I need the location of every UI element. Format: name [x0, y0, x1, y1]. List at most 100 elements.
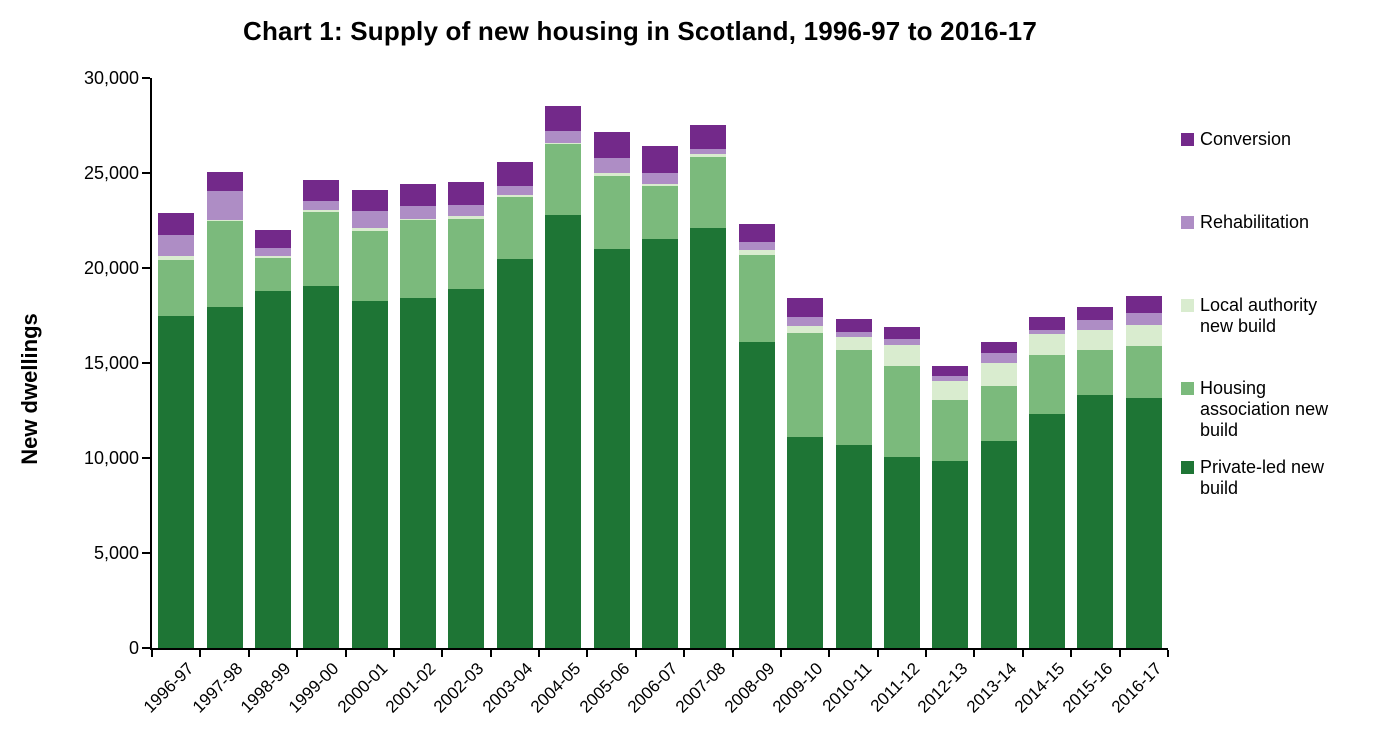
y-tick-mark — [142, 457, 150, 459]
bar-segment-local-authority-new-build — [787, 326, 824, 333]
bar-segment-housing-association-new-build — [303, 212, 340, 286]
y-tick-label: 15,000 — [83, 353, 139, 373]
legend-item-conversion: Conversion — [1181, 129, 1345, 150]
x-tick-mark — [538, 650, 541, 657]
y-tick-label: 25,000 — [83, 163, 139, 183]
bar-segment-local-authority-new-build — [593, 173, 630, 176]
bar-segment-rehabilitation — [303, 201, 340, 210]
bar-segment-local-authority-new-build — [448, 216, 485, 219]
bar-segment-housing-association-new-build — [690, 157, 727, 228]
bar-segment-rehabilitation — [932, 376, 969, 381]
bar-segment-conversion — [1029, 317, 1066, 330]
x-tick-mark — [296, 650, 299, 657]
y-tick-label: 10,000 — [83, 448, 139, 468]
bar-segment-local-authority-new-build — [303, 210, 340, 212]
bar-segment-rehabilitation — [642, 173, 678, 184]
bar-segment-housing-association-new-build — [835, 350, 872, 445]
bar-segment-local-authority-new-build — [400, 219, 437, 220]
bar-segment-rehabilitation — [1077, 320, 1114, 330]
bar-segment-rehabilitation — [400, 206, 437, 219]
legend-swatch-icon — [1181, 133, 1194, 146]
bar-segment-local-authority-new-build — [158, 256, 195, 260]
bar-segment-conversion — [883, 327, 920, 339]
bar-2016-17 — [1125, 296, 1162, 648]
bar-segment-private-led-new-build — [1077, 395, 1114, 648]
bar-segment-local-authority-new-build — [254, 256, 291, 258]
bar-segment-local-authority-new-build — [883, 345, 920, 366]
bar-segment-local-authority-new-build — [835, 337, 872, 350]
bar-segment-conversion — [1077, 307, 1114, 320]
bar-2014-15 — [1029, 317, 1066, 648]
bar-segment-conversion — [351, 190, 388, 211]
bar-segment-private-led-new-build — [932, 461, 969, 648]
bar-2002-03 — [448, 182, 485, 648]
bar-segment-housing-association-new-build — [400, 220, 437, 298]
bar-segment-local-authority-new-build — [496, 195, 533, 197]
bar-segment-local-authority-new-build — [351, 228, 388, 231]
bar-segment-local-authority-new-build — [1077, 330, 1114, 350]
bar-segment-housing-association-new-build — [254, 258, 291, 291]
bar-segment-conversion — [448, 182, 485, 205]
bar-1999-00 — [303, 180, 340, 648]
bar-segment-housing-association-new-build — [158, 260, 195, 316]
bar-segment-conversion — [303, 180, 340, 201]
y-tick-mark — [142, 267, 150, 269]
bar-segment-private-led-new-build — [642, 239, 678, 648]
bar-segment-conversion — [738, 224, 775, 242]
y-tick-mark — [142, 647, 150, 649]
x-tick-mark — [199, 650, 202, 657]
y-tick-label: 5,000 — [93, 543, 139, 563]
bar-segment-housing-association-new-build — [545, 144, 582, 215]
bar-segment-local-authority-new-build — [980, 363, 1017, 386]
y-tick-mark — [142, 552, 150, 554]
legend-label: Local authority new build — [1200, 295, 1318, 336]
bar-segment-private-led-new-build — [545, 215, 582, 648]
legend-swatch-icon — [1181, 299, 1194, 312]
bar-2008-09 — [738, 224, 775, 648]
bar-segment-conversion — [980, 342, 1017, 353]
bar-segment-private-led-new-build — [1125, 398, 1162, 648]
bar-2011-12 — [883, 327, 920, 648]
bar-segment-rehabilitation — [351, 211, 388, 228]
bar-segment-rehabilitation — [496, 186, 533, 195]
y-tick-label: 0 — [128, 638, 139, 658]
bar-segment-rehabilitation — [1125, 313, 1162, 325]
bar-segment-conversion — [1125, 296, 1162, 313]
legend-swatch-icon — [1181, 382, 1194, 395]
bar-segment-private-led-new-build — [883, 457, 920, 648]
bar-segment-rehabilitation — [787, 317, 824, 326]
bar-2013-14 — [980, 342, 1017, 648]
bar-segment-housing-association-new-build — [883, 366, 920, 457]
bar-segment-private-led-new-build — [690, 228, 727, 648]
bar-segment-housing-association-new-build — [642, 186, 678, 239]
legend-label: Rehabilitation — [1200, 212, 1310, 232]
x-tick-mark — [586, 650, 589, 657]
bar-1997-98 — [206, 172, 243, 648]
bar-segment-conversion — [690, 125, 727, 149]
bar-segment-local-authority-new-build — [738, 250, 775, 255]
x-tick-mark — [247, 650, 250, 657]
x-tick-mark — [683, 650, 686, 657]
x-tick-mark — [441, 650, 444, 657]
legend-label: Housing association new build — [1200, 378, 1329, 440]
x-tick-mark — [925, 650, 928, 657]
y-tick-mark — [142, 362, 150, 364]
bar-segment-local-authority-new-build — [545, 143, 582, 144]
y-tick-mark — [142, 77, 150, 79]
bar-segment-housing-association-new-build — [787, 333, 824, 437]
legend-item-private-led-new-build: Private-led new build — [1181, 457, 1345, 499]
bar-2010-11 — [835, 319, 872, 648]
bar-segment-rehabilitation — [738, 242, 775, 250]
bar-2003-04 — [496, 162, 533, 648]
x-tick-mark — [1167, 650, 1169, 657]
bar-segment-local-authority-new-build — [206, 220, 243, 221]
bar-segment-private-led-new-build — [158, 316, 195, 648]
x-tick-mark — [731, 650, 734, 657]
bar-segment-housing-association-new-build — [593, 176, 630, 249]
bar-segment-conversion — [254, 230, 291, 248]
y-tick-label: 20,000 — [83, 258, 139, 278]
bar-segment-private-led-new-build — [351, 301, 388, 648]
bar-2005-06 — [593, 132, 630, 648]
bar-segment-rehabilitation — [1029, 330, 1066, 334]
bar-segment-conversion — [206, 172, 243, 191]
